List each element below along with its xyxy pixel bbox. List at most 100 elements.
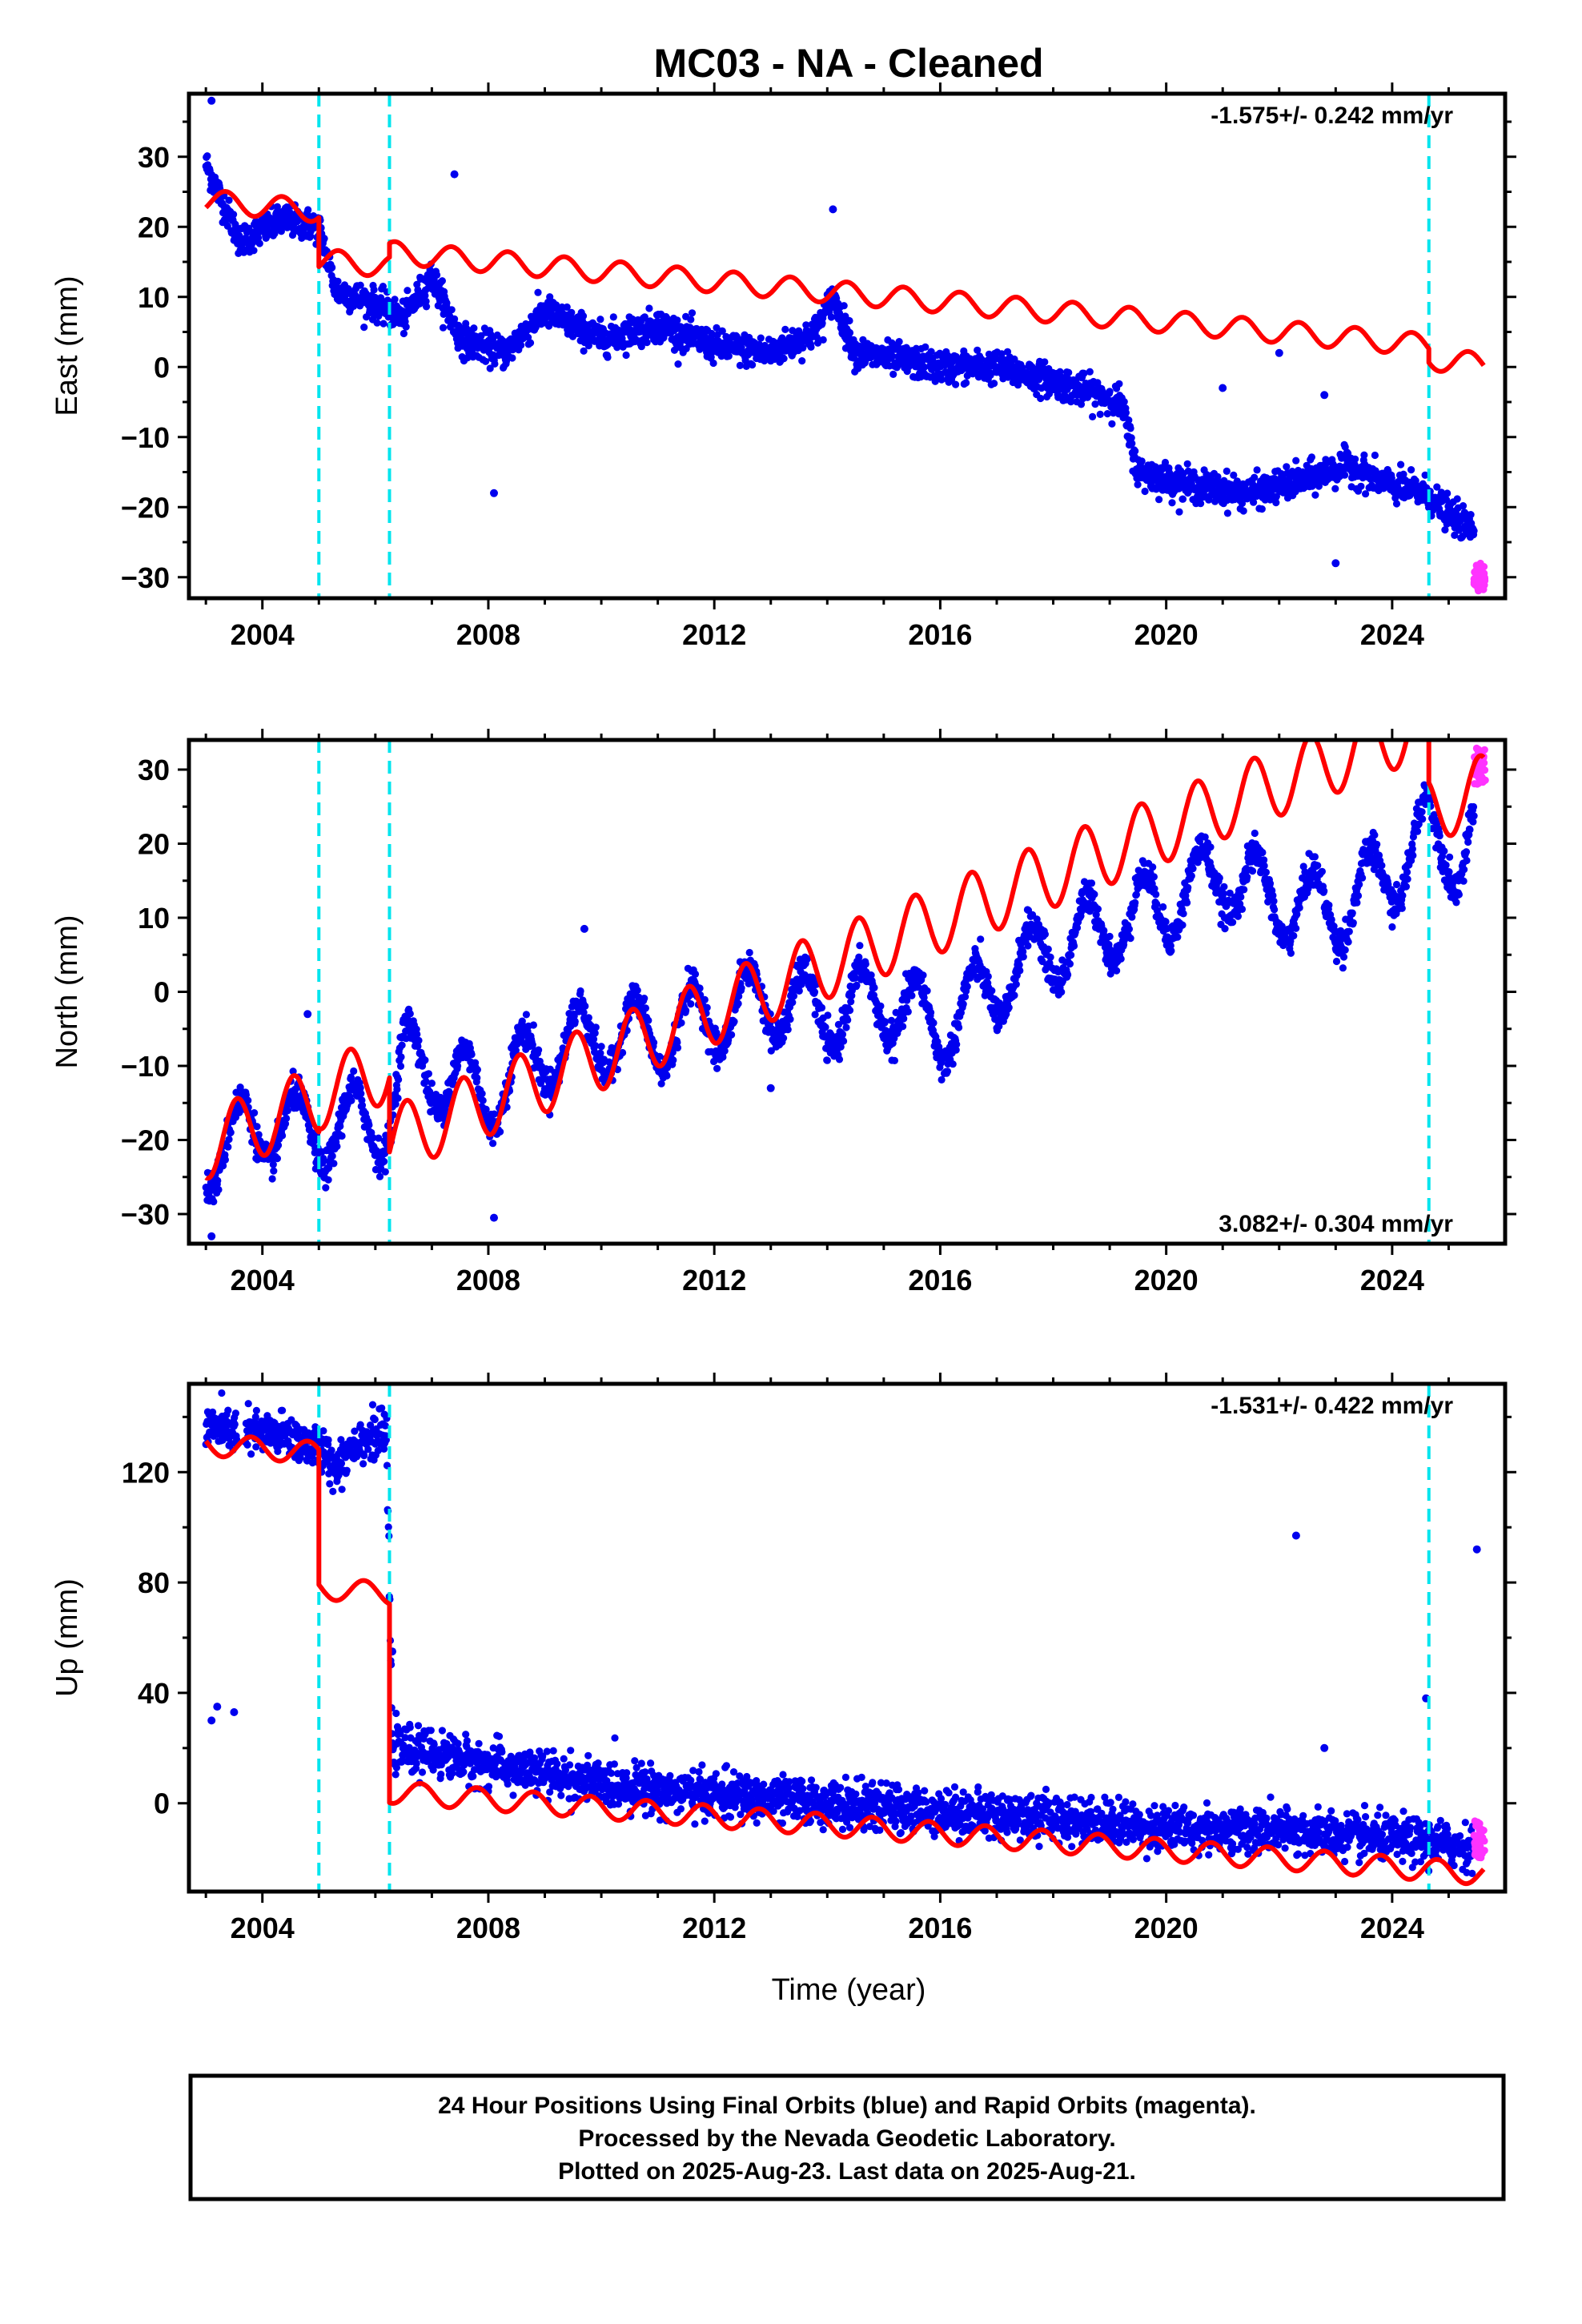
position-point bbox=[1122, 408, 1130, 416]
position-point bbox=[482, 1105, 490, 1113]
position-point bbox=[789, 999, 797, 1007]
position-point bbox=[1092, 911, 1100, 919]
y-tick-label: 0 bbox=[154, 351, 170, 384]
position-point bbox=[977, 935, 985, 943]
position-point bbox=[1392, 500, 1401, 508]
x-tick-label: 2012 bbox=[682, 618, 746, 651]
position-point bbox=[1459, 502, 1468, 510]
position-point bbox=[687, 316, 695, 324]
position-point bbox=[927, 348, 935, 356]
position-point bbox=[508, 354, 516, 362]
position-point bbox=[867, 971, 875, 979]
position-point bbox=[974, 346, 982, 354]
position-point bbox=[486, 364, 494, 372]
position-point bbox=[959, 1000, 967, 1008]
position-point bbox=[1087, 879, 1096, 887]
position-point bbox=[786, 1015, 794, 1023]
position-point bbox=[584, 1014, 592, 1022]
position-point bbox=[691, 970, 700, 978]
position-point bbox=[325, 1164, 333, 1172]
rapid-orbit-point bbox=[1475, 577, 1483, 585]
position-point bbox=[330, 1160, 338, 1168]
x-tick-label: 2008 bbox=[456, 618, 520, 651]
position-point bbox=[438, 277, 447, 285]
y-axis-label: East (mm) bbox=[50, 275, 84, 416]
outlier-point bbox=[207, 96, 216, 105]
position-point bbox=[311, 1137, 319, 1145]
position-point bbox=[1250, 498, 1258, 506]
position-point bbox=[1433, 483, 1441, 491]
position-point bbox=[579, 312, 588, 320]
position-point bbox=[580, 1008, 588, 1016]
position-point bbox=[840, 1037, 848, 1045]
position-point bbox=[955, 1023, 963, 1031]
position-point bbox=[817, 1003, 826, 1011]
position-point bbox=[619, 1048, 627, 1057]
position-point bbox=[810, 988, 819, 996]
position-point bbox=[784, 1026, 792, 1034]
position-point bbox=[670, 346, 679, 354]
position-point bbox=[920, 364, 928, 372]
position-point bbox=[591, 1029, 599, 1037]
position-point bbox=[473, 1066, 482, 1074]
position-point bbox=[978, 355, 986, 364]
position-point bbox=[984, 972, 992, 980]
position-point bbox=[528, 1040, 536, 1049]
position-point bbox=[381, 1168, 389, 1176]
position-point bbox=[721, 1047, 729, 1055]
position-point bbox=[369, 1134, 377, 1142]
position-point bbox=[324, 1176, 332, 1184]
position-point bbox=[707, 353, 715, 361]
position-point bbox=[811, 1011, 819, 1019]
position-point bbox=[799, 344, 807, 352]
position-point bbox=[710, 1057, 718, 1066]
position-point bbox=[1183, 460, 1191, 468]
position-point bbox=[657, 1080, 665, 1088]
position-point bbox=[734, 999, 742, 1007]
model-fit-line bbox=[203, 189, 1486, 374]
position-point bbox=[1141, 487, 1149, 496]
position-point bbox=[1441, 526, 1449, 534]
position-point bbox=[628, 315, 636, 324]
position-point bbox=[674, 360, 682, 368]
position-point bbox=[356, 1084, 364, 1092]
position-point bbox=[835, 1055, 844, 1063]
position-point bbox=[1178, 495, 1187, 503]
position-point bbox=[424, 1070, 433, 1078]
position-point bbox=[1091, 400, 1099, 408]
position-point bbox=[281, 1120, 290, 1128]
position-point bbox=[375, 1134, 383, 1142]
y-tick-label: 30 bbox=[138, 141, 170, 174]
outlier-point bbox=[1219, 384, 1227, 392]
position-point bbox=[391, 296, 399, 304]
position-point bbox=[1223, 467, 1231, 476]
position-point bbox=[645, 304, 653, 312]
position-point bbox=[568, 332, 577, 340]
position-point bbox=[250, 247, 258, 255]
position-point bbox=[517, 341, 525, 349]
position-point bbox=[1127, 434, 1135, 442]
position-point bbox=[673, 1039, 681, 1047]
position-point bbox=[919, 971, 927, 979]
rapid-orbit-point bbox=[1472, 561, 1480, 569]
position-point bbox=[890, 1056, 898, 1064]
position-point bbox=[1070, 942, 1078, 950]
position-point bbox=[856, 942, 864, 950]
position-point bbox=[571, 1017, 579, 1026]
position-point bbox=[949, 1060, 957, 1068]
position-point bbox=[908, 991, 916, 999]
position-point bbox=[255, 234, 263, 242]
position-point bbox=[490, 1110, 498, 1118]
outlier-point bbox=[1275, 348, 1283, 357]
position-point bbox=[347, 1073, 355, 1081]
position-point bbox=[1015, 961, 1023, 969]
position-point bbox=[824, 1011, 832, 1019]
position-point bbox=[728, 1031, 736, 1039]
plot-area bbox=[202, 94, 1489, 598]
position-point bbox=[870, 983, 878, 991]
position-point bbox=[221, 1156, 229, 1164]
position-point bbox=[1096, 410, 1104, 419]
position-point bbox=[592, 1023, 600, 1031]
position-point bbox=[534, 288, 542, 296]
position-point bbox=[268, 1175, 276, 1183]
